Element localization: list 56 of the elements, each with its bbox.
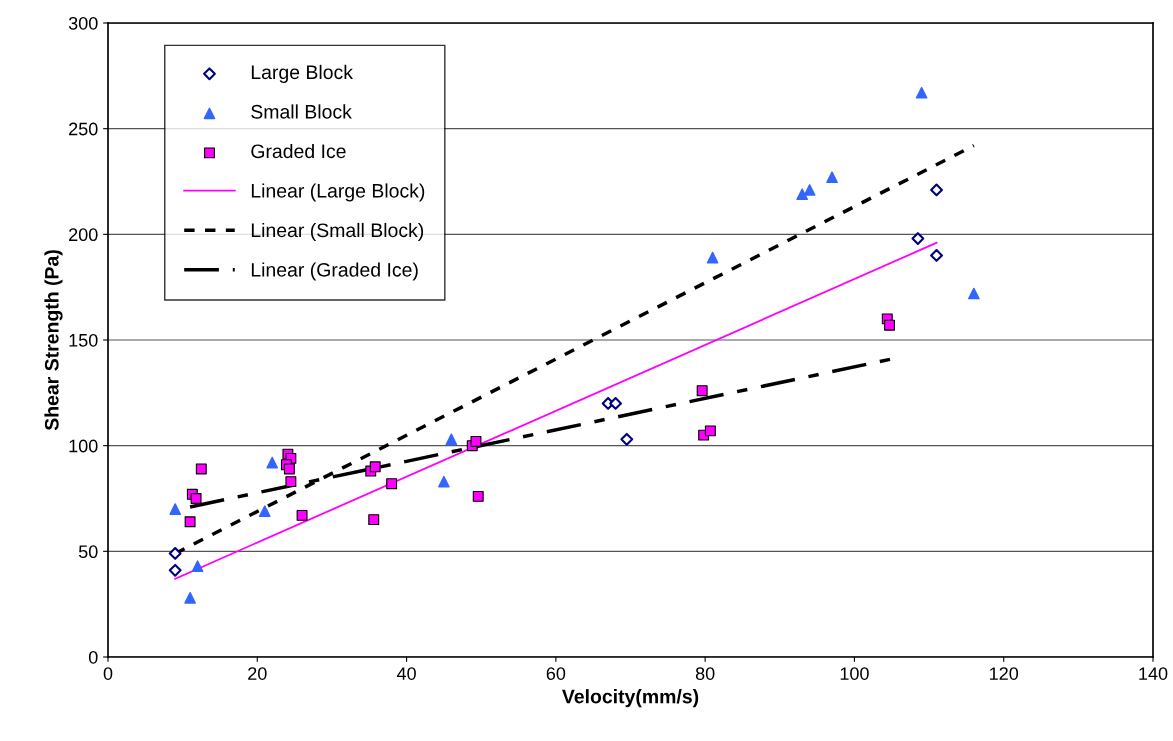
point [968,287,980,300]
point [258,505,271,518]
point [184,516,196,528]
x-tick-label: 60 [546,667,566,680]
point [190,493,202,504]
point [472,490,484,502]
point [266,456,279,469]
point [696,385,708,397]
y-tick-label: 150 [69,333,98,347]
y-tick-label: 100 [69,439,98,453]
point [620,432,634,446]
point [930,183,943,197]
x-tick-label: 140 [1139,667,1168,680]
point [915,86,928,99]
legend-label: Linear (Graded Ice) [251,262,418,281]
point [195,463,207,475]
point [826,171,838,184]
point [911,232,925,245]
point [930,249,943,262]
x-tick-label: 100 [840,667,869,680]
y-tick-label: 200 [69,228,98,242]
point [283,463,295,475]
x-tick-label: 40 [396,667,416,680]
legend-label: Large Block [251,64,354,83]
x-tick-label: 20 [248,667,267,680]
y-axis-title: Shear Strength (Pa) [44,250,63,431]
point [609,396,622,410]
legend-label: Graded Ice [251,143,346,159]
legend-label: Small Block [251,104,352,119]
point [168,563,182,577]
x-tick-label: 120 [990,667,1019,680]
point [369,461,381,473]
point [191,560,204,572]
point [470,435,482,447]
legend-label: Linear (Small Block) [251,222,424,242]
x-tick-label: 0 [103,667,113,680]
point [706,251,719,264]
point [704,425,716,437]
point [169,503,182,515]
y-tick-label: 300 [68,16,98,30]
point [368,514,380,526]
x-tick-label: 80 [695,667,715,680]
point [296,509,308,521]
point [184,591,196,604]
point [445,433,458,446]
point [884,319,895,331]
point [168,547,182,560]
y-tick-label: 0 [88,650,98,664]
y-tick-label: 250 [69,122,98,136]
legend-label: Linear (Large Block) [251,183,425,202]
point [386,478,398,490]
point [285,476,297,488]
point [438,475,450,488]
point [796,188,809,201]
x-axis-title: Velocity(mm/s) [562,689,699,708]
y-tick-label: 50 [78,545,98,559]
